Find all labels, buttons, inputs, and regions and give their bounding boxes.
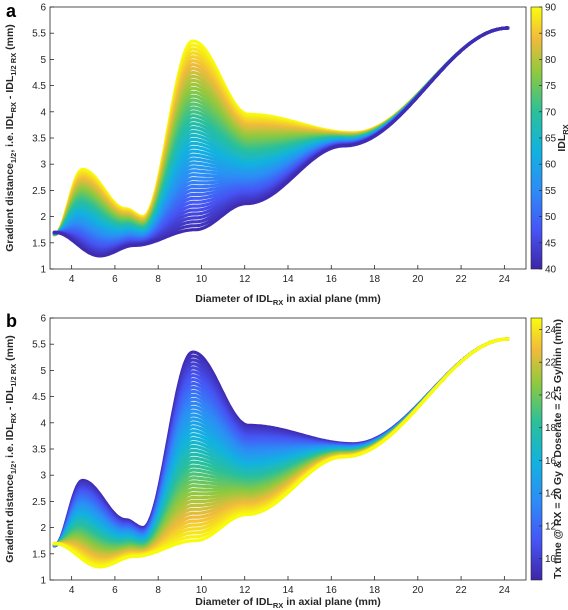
colorbar-tick-label: 90 [545, 3, 557, 14]
y-tick-label: 2.5 [32, 497, 46, 508]
colorbar-tick-label: 22 [545, 358, 557, 369]
plot-area-b [52, 337, 510, 569]
colorbar-tick-label: 10 [545, 554, 557, 565]
y-tick-label: 6 [40, 3, 46, 14]
x-tick-label: 20 [412, 585, 424, 596]
y-tick-label: 1.5 [32, 549, 46, 560]
x-tick-label: 4 [69, 274, 75, 285]
y-axis-label-a: Gradient distance1/2, i.e. IDLRX - IDL1/… [4, 24, 18, 252]
x-tick-label: 12 [239, 585, 251, 596]
y-tick-label: 4.5 [32, 81, 46, 92]
y-tick-label: 3.5 [32, 445, 46, 456]
x-tick-label: 14 [282, 585, 294, 596]
panel-label-b: b [6, 311, 17, 331]
colorbar-tick-label: 24 [545, 325, 557, 336]
x-tick-label: 6 [112, 274, 118, 285]
x-tick-label: 10 [196, 274, 208, 285]
x-tick-label: 18 [369, 274, 381, 285]
y-tick-label: 5 [40, 55, 46, 66]
x-tick-label: 16 [326, 274, 338, 285]
x-tick-label: 18 [369, 585, 381, 596]
y-tick-label: 1 [40, 576, 46, 587]
colorbar-tick-label: 14 [545, 489, 557, 500]
colorbar-b [530, 317, 543, 581]
y-axis-label-b: Gradient distance1/2, i.e. IDLRX - IDL1/… [4, 335, 18, 563]
x-axis-label-a: Diameter of IDLRX in axial plane (mm) [195, 293, 380, 307]
colorbar-tick-label: 40 [545, 265, 557, 276]
y-tick-label: 3 [40, 160, 46, 171]
y-tick-label: 3 [40, 471, 46, 482]
x-ticks-a: 4 6 8 10 12 14 16 18 20 22 24 [69, 265, 511, 285]
colorbar-tick-label: 50 [545, 212, 557, 223]
colorbar-tick-label: 80 [545, 55, 557, 66]
x-tick-label: 10 [196, 585, 208, 596]
colorbar-ticks-b: 10 12 14 16 18 20 22 24 [539, 325, 557, 565]
panel-b: b 4 6 8 10 12 14 16 18 20 22 24 1 1.5 2 2.5 3 3.5 4 4.5 5 5… [4, 311, 564, 610]
x-tick-label: 16 [326, 585, 338, 596]
colorbar-tick-label: 60 [545, 160, 557, 171]
colorbar-tick-label: 20 [545, 390, 557, 401]
x-tick-label: 4 [69, 585, 75, 596]
panel-a: a 4 6 8 10 12 14 16 18 20 22 24 11.522.533.544.555… [4, 1, 568, 307]
colorbar-label-a: IDLRX [556, 124, 568, 151]
x-tick-label: 6 [112, 585, 118, 596]
colorbar-tick-label: 45 [545, 238, 557, 249]
colorbar-tick-label: 65 [545, 134, 557, 145]
y-tick-label: 2 [40, 212, 46, 223]
y-tick-label: 5.5 [32, 29, 46, 40]
colorbar-tick-label: 12 [545, 521, 557, 532]
colorbar-tick-label: 85 [545, 29, 557, 40]
y-tick-label: 3.5 [32, 134, 46, 145]
y-tick-label: 5.5 [32, 340, 46, 351]
y-tick-label: 6 [40, 314, 46, 325]
series-curve [52, 337, 510, 548]
panel-label-a: a [6, 1, 17, 21]
y-tick-label: 4 [40, 107, 46, 118]
x-tick-label: 22 [456, 274, 468, 285]
y-tick-label: 4 [40, 418, 46, 429]
series-curve [52, 26, 510, 236]
x-tick-label: 14 [282, 274, 294, 285]
y-ticks-b: 1 1.5 2 2.5 3 3.5 4 4.5 5 5.5 6 [32, 314, 54, 587]
y-tick-label: 4.5 [32, 392, 46, 403]
y-tick-label: 1 [40, 265, 46, 276]
x-tick-label: 8 [155, 585, 161, 596]
colorbar-tick-label: 70 [545, 107, 557, 118]
y-ticks-a: 1 1.5 2 2.5 3 3.5 4 4.5 5 5.5 6 [32, 3, 54, 276]
series-curve [52, 337, 510, 569]
colorbar-tick-label: 55 [545, 186, 557, 197]
x-tick-label: 12 [239, 274, 251, 285]
colorbar-tick-label: 16 [545, 456, 557, 467]
plot-area-a [52, 26, 510, 258]
x-axis-label-b: Diameter of IDLRX in axial plane (mm) [195, 596, 380, 610]
x-tick-label: 8 [155, 274, 161, 285]
x-tick-label: 22 [456, 585, 468, 596]
colorbar-ticks-a: 40 45 50 55 60 65 70 75 80 85 90 [539, 3, 557, 276]
y-tick-label: 2.5 [32, 186, 46, 197]
colorbar-label-b: Tx time @ RX = 20 Gy & Doserate = 2.5 Gy… [552, 319, 564, 579]
x-ticks-b: 4 6 8 10 12 14 16 18 20 22 24 [69, 576, 511, 596]
x-tick-label: 24 [499, 585, 511, 596]
y-tick-label: 5 [40, 366, 46, 377]
colorbar-tick-label: 18 [545, 423, 557, 434]
x-tick-label: 20 [412, 274, 424, 285]
y-tick-label: 1.5 [32, 238, 46, 249]
colorbar-tick-label: 75 [545, 81, 557, 92]
y-tick-label: 2 [40, 523, 46, 534]
series-curve [52, 26, 510, 258]
x-tick-label: 24 [499, 274, 511, 285]
